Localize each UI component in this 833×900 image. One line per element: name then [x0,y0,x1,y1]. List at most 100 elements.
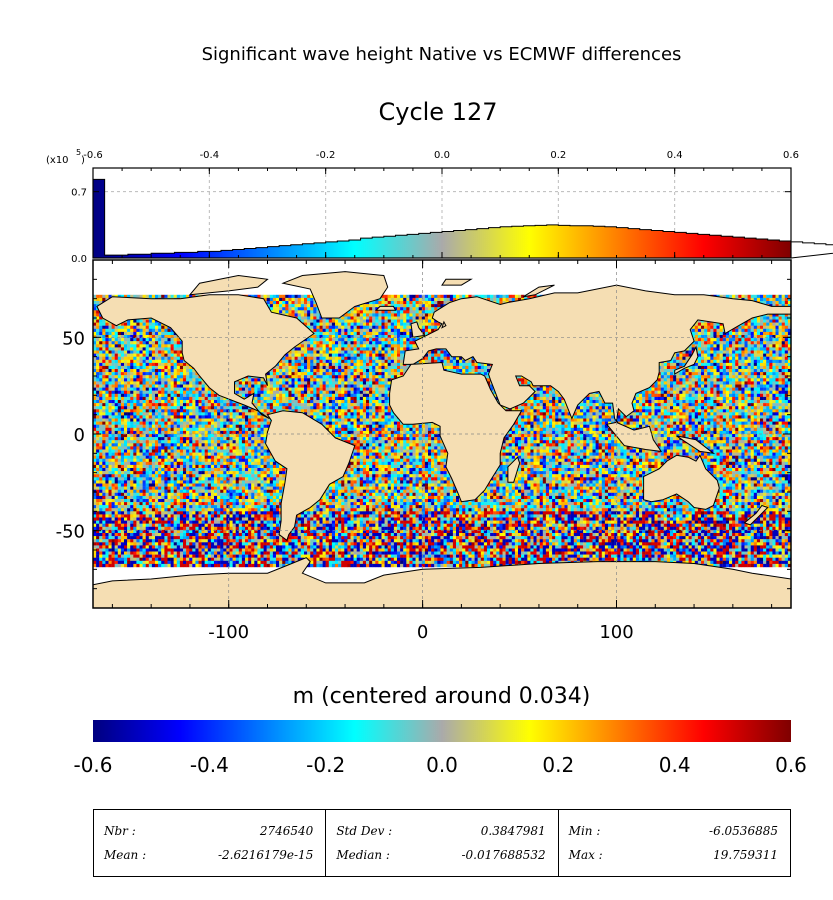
map-data-cell [124,338,128,342]
map-data-cell [772,322,776,326]
map-data-cell [763,328,767,333]
map-data-cell [276,301,280,305]
map-data-cell [130,353,134,357]
map-data-cell [347,313,351,317]
map-data-cell [778,301,782,305]
map-data-cell [732,331,736,336]
map-data-cell [251,294,255,299]
map-data-cell [291,304,295,308]
map-data-cell [747,325,751,329]
map-data-cell [133,356,137,360]
map-data-cell [148,294,153,299]
map-data-cell [390,304,395,308]
map-data-cell [313,322,317,326]
map-data-cell [353,307,357,311]
map-data-cell [784,341,789,345]
map-data-cell [428,359,432,364]
map-data-cell [133,347,137,351]
map-data-cell [400,356,404,360]
map-data-cell [164,353,168,357]
map-data-cell [390,310,395,314]
map-data-cell [179,347,184,351]
map-data-cell [778,350,782,354]
map-data-cell [353,322,357,326]
map-data-cell [338,353,342,357]
map-data-cell [688,353,692,357]
map-data-cell [372,350,376,354]
map-data-cell [124,347,128,351]
map-data-cell [393,297,398,302]
map-data-cell [741,331,745,336]
map-data-cell [282,356,286,360]
map-data-cell [127,344,131,348]
map-data-cell [694,344,699,348]
map-data-cell [697,335,702,339]
map-data-cell [772,353,776,357]
map-data-cell [456,294,460,299]
map-data-cell [130,344,134,348]
map-data-cell [431,307,435,311]
map-data-cell [294,301,298,305]
map-data-cell [145,325,149,329]
map-data-cell [161,356,165,360]
map-data-cell [347,341,351,345]
map-data-cell [99,328,103,333]
map-data-cell [310,353,314,357]
map-data-cell [778,344,782,348]
map-data-cell [719,347,723,351]
map-data-cell [142,350,146,354]
map-data-cell [378,313,382,317]
map-data-cell [93,331,97,336]
map-data-cell [297,344,301,348]
map-data-cell [96,341,100,345]
map-data-cell [533,294,537,299]
map-data-cell [406,335,410,339]
map-data-cell [366,359,370,364]
map-data-cell [400,338,404,342]
map-data-cell [282,304,286,308]
map-data-cell [307,347,311,351]
map-data-cell [366,338,370,342]
map-data-cell [353,319,357,323]
map-data-cell [372,356,376,360]
map-data-cell [766,319,770,323]
map-data-cell [117,335,122,339]
map-data-cell [775,313,779,317]
map-data-cell [393,325,398,329]
map-data-cell [400,319,404,323]
map-data-cell [397,316,401,320]
map-data-cell [130,350,134,354]
map-data-cell [778,341,782,345]
map-data-cell [362,341,367,345]
map-data-cell [325,325,329,329]
map-data-cell [93,356,97,360]
map-data-cell [347,338,351,342]
map-data-cell [400,294,404,299]
map-data-cell [480,294,485,299]
map-data-cell [766,316,770,320]
map-data-cell [511,294,516,299]
map-data-cell [384,297,388,302]
map-data-cell [381,335,385,339]
map-data-cell [778,322,782,326]
map-data-cell [707,322,711,326]
map-data-cell [136,350,140,354]
map-data-cell [729,347,733,351]
map-data-cell [744,328,748,333]
map-data-cell [710,338,714,342]
map-data-cell [403,335,407,339]
map-data-cell [710,347,714,351]
map-data-cell [266,294,270,299]
map-data-cell [93,322,97,326]
map-data-cell [158,338,162,342]
map-data-cell [372,328,376,333]
map-data-cell [359,344,364,348]
map-data-cell [778,331,782,336]
map-data-cell [307,313,311,317]
map-data-cell [493,294,497,299]
map-data-cell [282,294,286,299]
map-data-cell [725,353,730,357]
map-data-cell [161,328,165,333]
map-data-cell [282,359,286,364]
map-data-cell [704,350,708,354]
